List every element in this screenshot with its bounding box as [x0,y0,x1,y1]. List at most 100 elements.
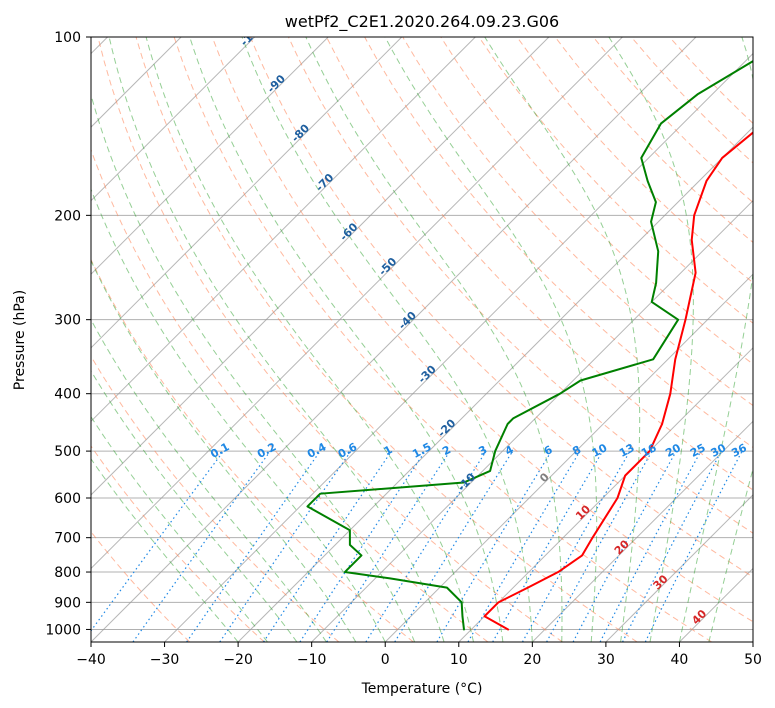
y-tick-label: 300 [54,313,81,329]
mixing-ratio-label: 10 [590,441,610,460]
mixing-ratio-label: 20 [663,441,683,460]
x-tick-label: 0 [381,652,390,668]
isotherm-label: -20 [435,416,458,439]
dry-adiabat-line [440,37,753,365]
x-axis-label: Temperature (°C) [361,681,483,697]
moist-adiabat-line [91,415,268,642]
plot-area: 0.1 0.2 0.4 0.6 1 1.5 2 3 4 6 8 10 13 16 20 25 30 36-100-… [91,20,753,642]
moist-adiabat-line [108,37,445,642]
mixing-ratio-label: 0.6 [336,440,360,461]
isotherm-line [237,126,753,642]
profile-series-line [483,131,753,631]
mixing-ratio-line [394,450,514,642]
isotherm-line [91,37,256,202]
isotherm-line [91,37,623,570]
moist-adiabat-line [484,37,641,642]
x-tick-label: −10 [297,652,327,668]
moist-adiabat-line [305,37,563,642]
x-tick-label: −30 [150,652,180,668]
dry-adiabat-line [287,37,753,534]
x-tick-label: 50 [744,652,762,668]
dry-adiabat-line [91,148,489,642]
mixing-ratio-line [263,450,393,642]
moist-adiabat-line [384,37,598,642]
mixing-ratio-line [186,450,321,642]
isotherm-line [458,347,753,642]
moist-adiabat-lines [91,37,753,642]
mixing-ratio-label: 1 [382,443,395,458]
isotherm-label: -100 [238,20,267,49]
y-tick-label: 100 [54,30,81,46]
mixing-ratio-label: 30 [709,441,729,460]
isotherm-label: -80 [289,121,312,144]
moist-adiabat-line [189,37,504,642]
y-axis-ticks: 100 200 300 400 500 600 700 800 900 1000 [45,30,91,638]
isotherm-line [91,37,550,496]
isotherm-line [91,37,403,349]
mixing-ratio-label: 16 [639,441,659,460]
x-tick-label: 40 [671,652,689,668]
moist-adiabat-line [678,37,753,642]
plot-frame [90,36,754,643]
isotherm-label: 40 [689,607,709,627]
isotherm-line [311,199,753,642]
isotherm-label: -90 [265,72,288,95]
y-tick-label: 800 [54,565,81,581]
pressure-gridlines [91,37,753,630]
isotherm-label: -30 [416,363,439,386]
profile-lines [306,60,753,631]
dry-adiabat-line [135,37,638,642]
mixing-ratio-label: 2 [440,443,453,458]
y-tick-label: 400 [54,387,81,403]
moist-adiabat-line [91,318,327,642]
dry-adiabat-line [91,355,340,642]
dry-adiabat-line [91,531,191,642]
mixing-ratio-line [467,450,581,642]
dry-adiabat-line [173,37,713,642]
moist-adiabat-line [91,259,357,642]
mixing-ratio-label: 4 [503,443,516,458]
chart-title: wetPf2_C2E1.2020.264.09.23.G06 [285,12,559,32]
x-axis-ticks: −40 −30 −20 −10 0 10 20 30 40 50 [76,642,762,668]
moist-adiabat-line [708,467,753,642]
isotherm-line [752,641,753,642]
mixing-ratio-line [132,450,271,642]
y-axis-label: Pressure (hPa) [12,290,28,390]
isotherm-label: -60 [337,220,360,243]
mixing-ratio-label: 3 [476,443,489,458]
isotherm-label: -40 [396,309,419,332]
dry-adiabat-line [91,258,414,642]
mixing-ratio-line [91,450,225,632]
mixing-ratio-label: 13 [617,441,637,460]
y-tick-label: 200 [54,208,81,224]
isotherm-line [91,37,329,275]
x-tick-label: 30 [597,652,615,668]
y-tick-label: 1000 [45,622,81,638]
mixing-ratio-line [572,450,677,642]
mixing-ratio-label: 6 [542,443,555,458]
isotherm-line [531,420,753,642]
profile-series-line [306,60,753,631]
isotherm-label: -10 [455,470,478,493]
mixing-ratio-lines [91,450,743,642]
dry-adiabat-line [326,37,753,491]
x-tick-label: 10 [450,652,468,668]
moist-adiabat-line [145,37,474,642]
mixing-ratio-label: 0.1 [208,440,231,461]
y-tick-label: 500 [54,444,81,460]
mixing-ratio-line [219,450,352,642]
dry-adiabat-line [516,37,753,284]
dry-adiabat-line [211,37,753,623]
isotherm-line [679,567,753,642]
mixing-ratio-label: 36 [729,441,749,460]
y-tick-label: 900 [54,595,81,611]
isotherm-line [605,494,753,642]
y-tick-label: 700 [54,531,81,547]
mixing-ratio-line [365,450,487,642]
isotherm-line [164,52,753,642]
mixing-ratio-label: 0.4 [305,440,329,461]
mixing-ratio-label: 25 [688,441,708,460]
moist-adiabat-line [91,188,386,642]
moist-adiabat-line [91,93,416,642]
